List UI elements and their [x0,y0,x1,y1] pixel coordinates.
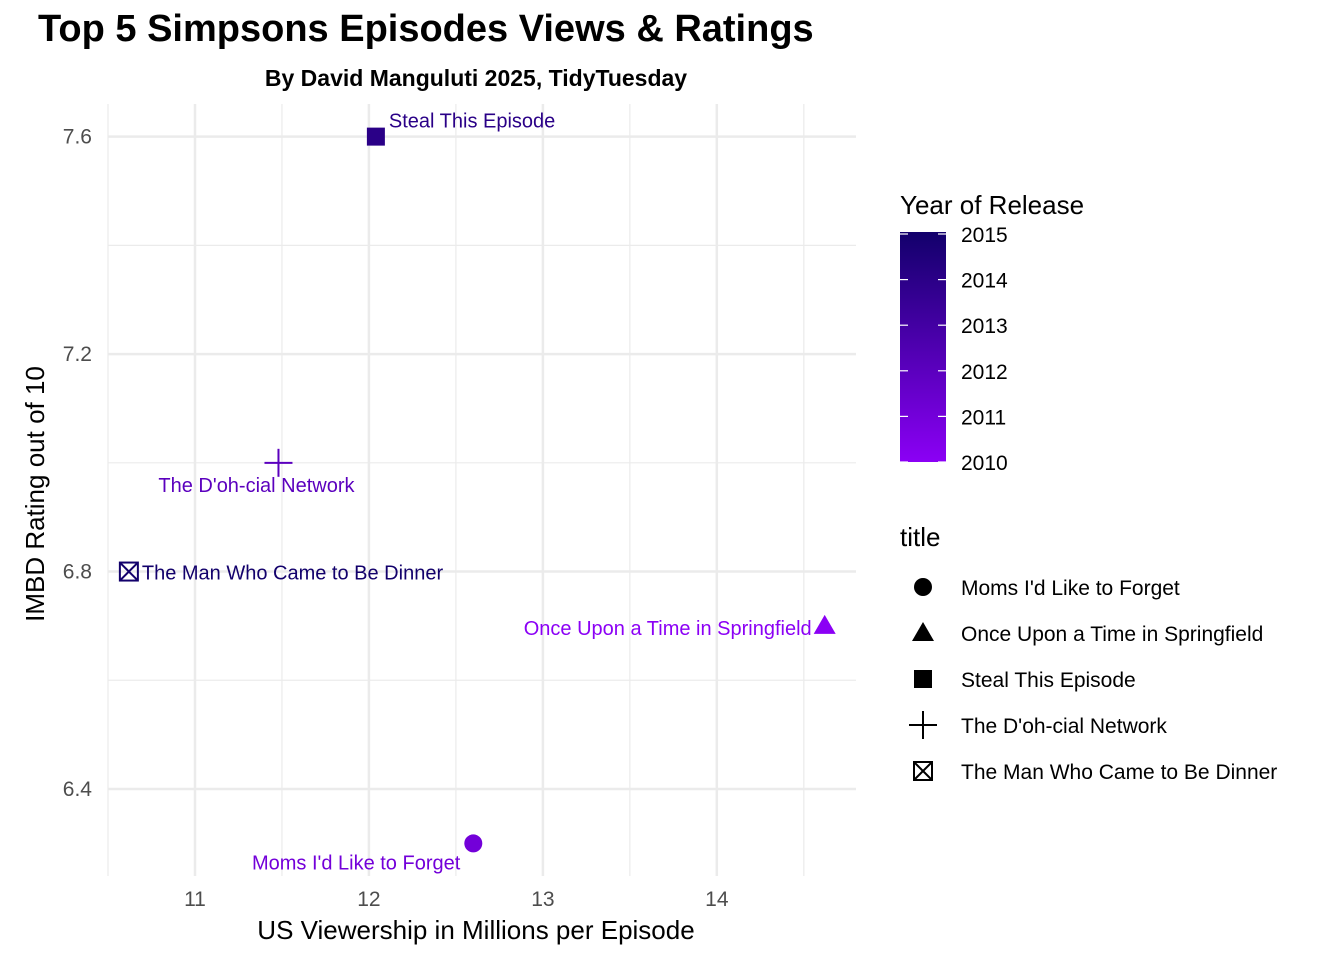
x-tick-label: 14 [705,888,729,911]
x-tick-label: 13 [531,888,554,911]
data-point [264,448,293,477]
point-label: Once Upon a Time in Springfield [524,618,812,640]
axis-ticks: 11 12 13 14 6.4 6.8 7.2 7.6 [63,126,729,911]
point-label: Moms I'd Like to Forget [252,852,461,874]
point-label: The Man Who Came to Be Dinner [142,563,444,585]
shape-legend-key [909,711,937,739]
x-tick-label: 11 [184,888,206,911]
y-tick-label: 6.8 [63,561,92,584]
shape-legend-key [912,622,934,641]
shape-legend-label: The D'oh-cial Network [961,715,1167,738]
color-legend-label: 2013 [961,315,1008,338]
y-tick-label: 7.6 [63,126,92,149]
x-axis-title: US Viewership in Millions per Episode [257,915,694,945]
chart-subtitle: By David Manguluti 2025, TidyTuesday [264,65,688,91]
shape-legend-label: Moms I'd Like to Forget [961,577,1180,600]
data-points [118,127,836,853]
color-legend-label: 2015 [961,224,1008,247]
color-legend-label: 2012 [961,361,1008,384]
chart-title: Top 5 Simpsons Episodes Views & Ratings [38,8,814,50]
data-point [464,834,483,853]
shape-legend-key [914,670,932,688]
data-point [366,127,385,146]
data-point [813,614,836,634]
data-point [118,561,139,582]
shape-legend-key [914,578,932,596]
legend: Year of Release 2015 2014 2013 2012 2011 2010… [900,190,1277,784]
data-labels: Moms I'd Like to Forget Once Upon a Time … [142,111,812,875]
grid-lines [107,104,856,876]
y-tick-label: 7.2 [63,343,92,366]
shape-legend-label: Steal This Episode [961,669,1136,692]
color-legend-title: Year of Release [900,190,1084,220]
point-label: The D'oh-cial Network [158,475,355,497]
color-legend-label: 2010 [961,452,1008,475]
y-axis-title: IMBD Rating out of 10 [20,366,50,622]
shape-legend-key [913,761,933,781]
color-legend-bar [900,232,946,462]
color-legend-ticks: 2015 2014 2013 2012 2011 2010 [900,224,1008,475]
color-legend-label: 2011 [961,406,1006,429]
shape-legend-label: Once Upon a Time in Springfield [961,623,1263,646]
y-tick-label: 6.4 [63,778,93,801]
color-legend-label: 2014 [961,270,1008,293]
shape-legend-label: The Man Who Came to Be Dinner [961,761,1277,784]
shape-legend-entries: Moms I'd Like to Forget Once Upon a Time … [909,577,1277,784]
shape-legend-title: title [900,522,940,552]
point-label: Steal This Episode [389,111,555,133]
x-tick-label: 12 [357,888,380,911]
